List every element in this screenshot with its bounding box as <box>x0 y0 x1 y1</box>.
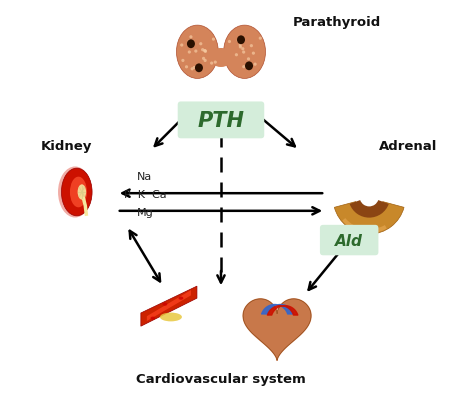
Ellipse shape <box>239 46 242 49</box>
Ellipse shape <box>188 51 191 55</box>
Text: Parathyroid: Parathyroid <box>293 16 382 29</box>
Ellipse shape <box>254 63 257 67</box>
Wedge shape <box>342 219 387 234</box>
Ellipse shape <box>247 65 250 69</box>
Wedge shape <box>350 200 389 218</box>
Ellipse shape <box>181 60 184 63</box>
Ellipse shape <box>245 62 253 71</box>
Text: Kidney: Kidney <box>41 140 92 153</box>
Ellipse shape <box>199 43 202 46</box>
Ellipse shape <box>250 45 253 48</box>
Ellipse shape <box>58 167 92 218</box>
Polygon shape <box>243 299 311 360</box>
Ellipse shape <box>212 38 215 42</box>
Text: Na: Na <box>137 172 153 182</box>
Ellipse shape <box>188 41 191 44</box>
Text: Adrenal: Adrenal <box>379 140 438 153</box>
Ellipse shape <box>210 62 213 65</box>
Polygon shape <box>141 286 197 326</box>
Ellipse shape <box>176 26 219 79</box>
Ellipse shape <box>150 317 155 320</box>
Ellipse shape <box>237 40 240 43</box>
Ellipse shape <box>62 169 92 216</box>
Ellipse shape <box>185 66 188 69</box>
Ellipse shape <box>237 36 245 45</box>
Ellipse shape <box>242 51 245 55</box>
Ellipse shape <box>228 41 231 44</box>
FancyBboxPatch shape <box>178 102 264 139</box>
Ellipse shape <box>210 49 232 68</box>
Ellipse shape <box>160 313 182 322</box>
Polygon shape <box>147 290 191 321</box>
Ellipse shape <box>193 67 196 70</box>
Ellipse shape <box>235 54 238 57</box>
Ellipse shape <box>204 50 207 53</box>
Ellipse shape <box>180 45 183 47</box>
Text: Cardiovascular system: Cardiovascular system <box>136 372 306 385</box>
Ellipse shape <box>194 51 198 54</box>
Ellipse shape <box>259 37 262 41</box>
Wedge shape <box>334 202 404 235</box>
Ellipse shape <box>191 68 194 71</box>
Ellipse shape <box>187 40 195 49</box>
Ellipse shape <box>224 26 265 79</box>
Ellipse shape <box>195 64 203 73</box>
Text: Ald: Ald <box>335 233 363 248</box>
Text: P  K  Ca: P K Ca <box>124 190 166 199</box>
Ellipse shape <box>241 48 245 51</box>
Ellipse shape <box>204 51 207 54</box>
Ellipse shape <box>189 36 192 39</box>
Ellipse shape <box>78 185 86 200</box>
Ellipse shape <box>242 66 246 69</box>
Ellipse shape <box>70 177 87 208</box>
Ellipse shape <box>252 53 255 56</box>
Ellipse shape <box>247 58 250 61</box>
Ellipse shape <box>202 58 205 61</box>
Ellipse shape <box>203 60 207 63</box>
Ellipse shape <box>201 49 204 52</box>
Ellipse shape <box>203 50 206 53</box>
Text: PTH: PTH <box>198 111 245 131</box>
Ellipse shape <box>179 297 183 300</box>
Ellipse shape <box>163 303 167 306</box>
Text: Mg: Mg <box>137 207 153 217</box>
Ellipse shape <box>214 61 217 65</box>
Ellipse shape <box>238 44 242 47</box>
FancyBboxPatch shape <box>320 225 378 256</box>
